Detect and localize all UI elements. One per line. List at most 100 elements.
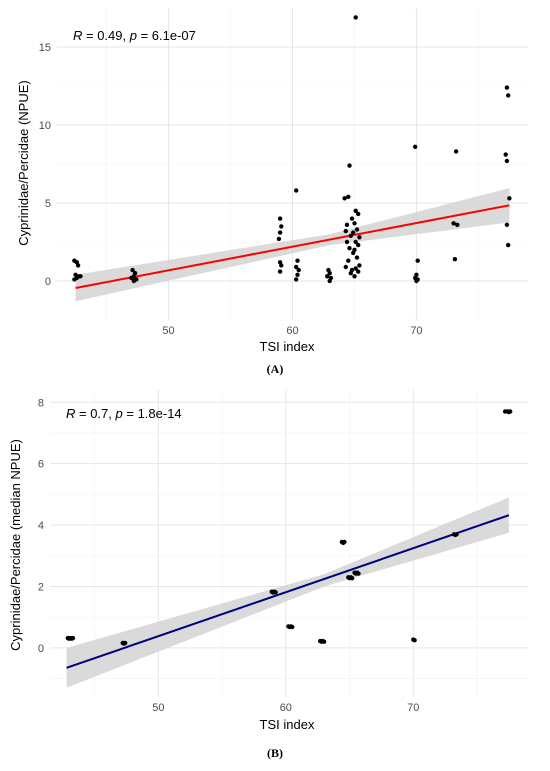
data-point [341,540,346,546]
data-point [506,93,511,98]
x-tick-label: 70 [407,702,419,714]
y-tick-label: 10 [39,120,51,132]
data-point [294,264,299,270]
data-point [504,222,510,227]
y-tick-label: 6 [38,459,44,471]
data-point [413,144,418,149]
data-point [412,638,417,643]
data-point [343,264,348,270]
data-point [78,274,83,279]
data-point [353,208,358,213]
y-tick-label: 15 [39,42,51,54]
panel-label-a: (A) [267,362,284,376]
confidence-band-a [75,188,510,302]
panel-b: 50 60 70 0 2 4 6 8 R = 0.7, p = 1.8e-14 TSI in… [8,390,528,760]
data-point [279,263,284,268]
data-point [356,242,361,248]
data-point [504,85,510,90]
y-axis-label-b: Cyprinidae/Percidae (median NPUE) [8,439,23,651]
data-point [277,230,283,235]
data-point [455,222,460,227]
data-point [352,247,357,252]
y-tick-label: 0 [45,276,51,288]
data-point [270,590,276,595]
data-point [352,221,357,226]
panel-label-b: (B) [267,746,283,760]
regression-line-b [66,514,510,669]
data-point [342,196,347,201]
x-tick-label: 60 [286,325,298,337]
data-point [504,158,510,164]
data-point [327,271,332,276]
data-point [129,275,134,281]
data-point [354,227,360,232]
data-point [349,576,355,581]
data-point [296,267,301,273]
data-point [357,235,362,240]
data-point [344,239,350,245]
data-point [277,216,283,221]
data-point [347,246,352,251]
data-point [453,149,459,154]
x-tick-label: 70 [410,325,422,337]
correlation-annotation-b: R = 0.7, p = 1.8e-14 [66,406,182,421]
data-point [356,269,361,274]
y-axis-label-a: Cyprinidae/Percidae (NPUE) [16,80,31,245]
data-point [295,258,300,263]
y-tick-label: 4 [38,520,44,532]
x-tick-label: 50 [152,702,164,714]
data-point [346,194,351,199]
data-point [356,571,361,576]
data-point [130,267,135,273]
regression-line-a [75,204,510,290]
confidence-band-b [66,497,509,688]
y-tick-label: 2 [38,581,44,593]
data-point [319,639,324,644]
data-point [347,163,352,168]
y-tick-label: 0 [38,643,44,655]
data-point [352,274,357,279]
data-point [354,255,360,260]
grid-a [57,7,528,321]
data-point [453,532,458,538]
y-ticks-b: 0 2 4 6 8 [38,397,44,655]
data-point [276,236,282,242]
data-point [294,277,299,282]
data-point [346,258,351,263]
y-tick-label: 8 [38,397,44,409]
data-point [452,257,458,262]
data-point [357,263,362,268]
x-axis-label-a: TSI index [260,339,315,354]
data-point [348,271,353,276]
y-ticks-a: 0 5 10 15 [39,42,51,288]
data-point [356,211,361,217]
data-point [287,624,292,630]
x-tick-label: 60 [280,702,292,714]
correlation-annotation-a: R = 0.49, p = 6.1e-07 [73,28,196,43]
data-point [279,224,284,229]
points-b [65,409,513,646]
data-point [72,277,77,282]
data-point [327,278,332,284]
data-point [325,274,330,279]
data-point [343,228,348,234]
data-point [294,188,299,193]
data-point [415,258,420,263]
data-point [69,636,74,641]
data-point [353,15,358,20]
data-point [131,278,136,284]
x-axis-label-b: TSI index [260,717,315,732]
x-tick-label: 50 [162,325,174,337]
data-point [75,263,81,268]
data-point [414,278,419,284]
data-point [451,221,456,226]
data-point [503,152,508,157]
x-ticks-a: 50 60 70 [162,325,422,337]
data-point [351,230,356,235]
data-point [506,409,512,415]
data-point [295,272,300,277]
y-tick-label: 5 [45,198,51,210]
data-point [277,269,283,274]
data-point [348,233,353,238]
